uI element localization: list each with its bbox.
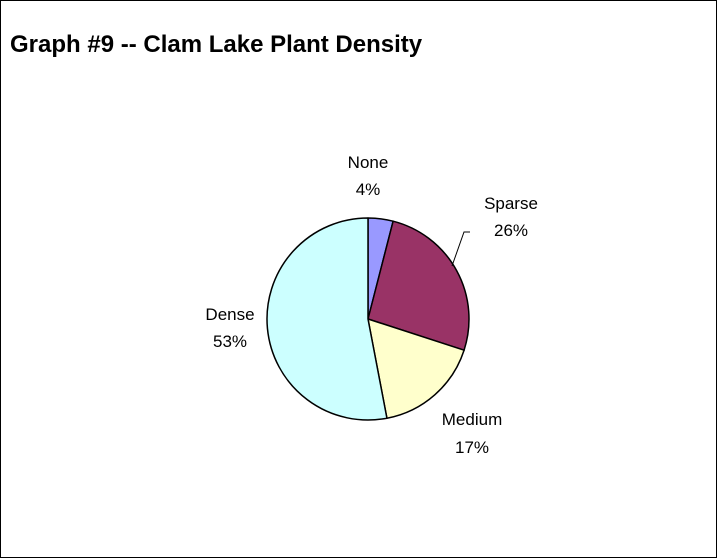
pie-slice-medium: [367, 318, 465, 419]
pie-slice-dense: [266, 217, 388, 421]
leader-line-sparse: [451, 231, 470, 267]
slice-value-label-medium: 17%: [455, 438, 489, 457]
slice-value-label-none: 4%: [356, 180, 381, 199]
slice-label-dense: Dense: [205, 305, 254, 324]
pie-slice-sparse: [367, 220, 470, 351]
slice-label-sparse: Sparse: [484, 194, 538, 213]
slice-value-label-dense: 53%: [213, 332, 247, 351]
slice-value-label-sparse: 26%: [494, 221, 528, 240]
chart-title: Graph #9 -- Clam Lake Plant Density: [10, 31, 423, 58]
slice-label-none: None: [348, 153, 389, 172]
slice-label-medium: Medium: [442, 410, 502, 429]
